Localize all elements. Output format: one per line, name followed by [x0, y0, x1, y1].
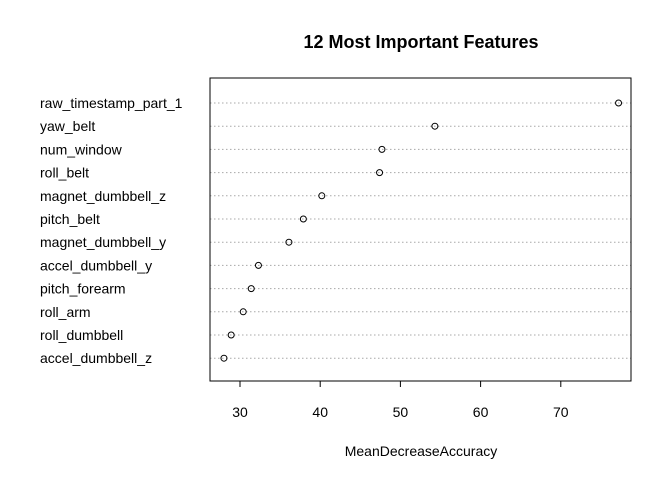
- feature-labels: raw_timestamp_part_1 yaw_belt num_windowro…: [40, 95, 183, 366]
- data-point: [431, 122, 439, 130]
- grid-lines: [210, 102, 631, 359]
- data-point: [299, 215, 307, 223]
- data-point: [376, 169, 384, 177]
- feature-label: roll_belt: [40, 165, 89, 181]
- x-tick-label: 50: [393, 404, 409, 420]
- feature-label: accel_dumbbell_y: [40, 257, 152, 273]
- x-tick-label: 70: [553, 404, 569, 420]
- feature-label: raw_timestamp_part_1: [40, 95, 183, 111]
- feature-label: yaw_belt: [40, 118, 95, 134]
- feature-label: magnet_dumbbell_z: [40, 188, 166, 204]
- data-point: [239, 308, 247, 316]
- feature-label: roll_arm: [40, 304, 91, 320]
- feature-label: roll_dumbbell: [40, 327, 123, 343]
- feature-label: pitch_forearm: [40, 281, 126, 297]
- x-tick-label: 60: [473, 404, 489, 420]
- data-point: [378, 145, 386, 153]
- x-axis-label: MeanDecreaseAccuracy: [345, 443, 498, 459]
- data-points: [220, 99, 623, 362]
- data-point: [254, 261, 262, 269]
- chart-title: 12 Most Important Features: [303, 32, 538, 52]
- feature-label: num_window: [40, 141, 123, 157]
- data-point: [318, 192, 326, 200]
- feature-label: pitch_belt: [40, 211, 100, 227]
- data-point: [227, 331, 235, 339]
- data-point: [247, 285, 255, 293]
- feature-label: magnet_dumbbell_y: [40, 234, 166, 250]
- plot-frame: [209, 77, 632, 382]
- x-axis: 30 40 50 60 70: [232, 380, 569, 420]
- data-point: [615, 99, 623, 107]
- x-tick-label: 40: [312, 404, 328, 420]
- data-point: [220, 354, 228, 362]
- data-point: [285, 238, 293, 246]
- x-tick-label: 30: [232, 404, 248, 420]
- feature-label: accel_dumbbell_z: [40, 350, 152, 366]
